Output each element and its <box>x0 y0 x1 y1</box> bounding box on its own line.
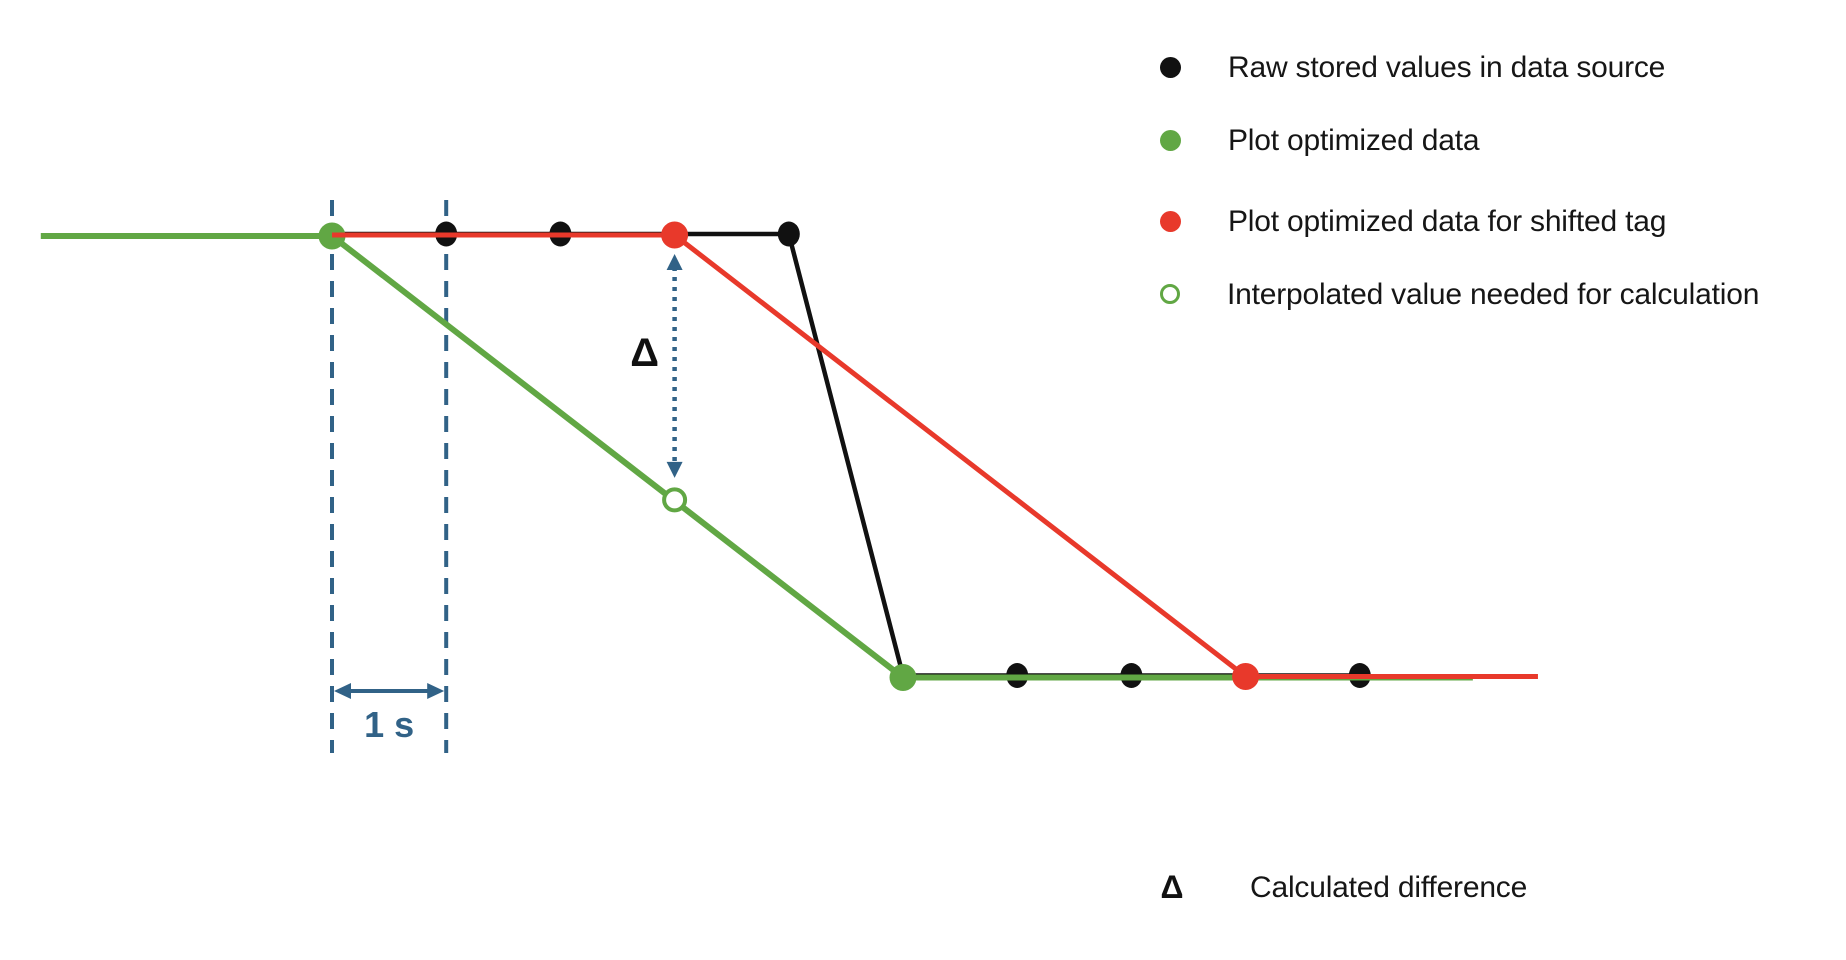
interval-arrowhead-right <box>427 683 445 699</box>
delta-symbol: Δ <box>1160 869 1184 905</box>
shifted-line <box>332 232 1538 679</box>
delta-arrowhead-bottom <box>666 461 683 478</box>
interpolated-marker-icon <box>1160 284 1180 304</box>
delta-legend-text: Calculated difference <box>1250 870 1528 904</box>
legend-item-label: Interpolated value needed for calculatio… <box>1227 278 1760 311</box>
legend-item-label: Plot optimized data for shifted tag <box>1228 205 1667 238</box>
shifted-marker-icon <box>1160 211 1181 232</box>
legend-item-label: Raw stored values in data source <box>1228 51 1666 84</box>
interpolated-dot <box>662 487 688 513</box>
delta-label: Δ <box>630 331 659 375</box>
raw-values-dot <box>777 221 800 247</box>
optimized-marker-icon <box>1160 130 1181 151</box>
delta-legend: Δ Calculated difference <box>1160 869 1528 906</box>
optimized-dot <box>889 664 917 691</box>
legend-item-raw-values: Raw stored values in data source <box>1160 49 1790 87</box>
optimized-line <box>40 233 1473 681</box>
shifted-dot <box>661 221 689 249</box>
legend-item-interpolated: Interpolated value needed for calculatio… <box>1160 276 1789 314</box>
legend-item-shifted: Plot optimized data for shifted tag <box>1160 203 1790 241</box>
interval-label: 1 s <box>364 704 414 745</box>
shifted-dot <box>1232 663 1260 690</box>
delta-arrowhead-top <box>666 254 683 270</box>
legend-item-label: Plot optimized data <box>1228 124 1480 157</box>
interval-arrowhead-left <box>334 683 351 699</box>
legend-item-optimized: Plot optimized data <box>1160 122 1790 160</box>
raw-values-marker-icon <box>1160 57 1181 78</box>
